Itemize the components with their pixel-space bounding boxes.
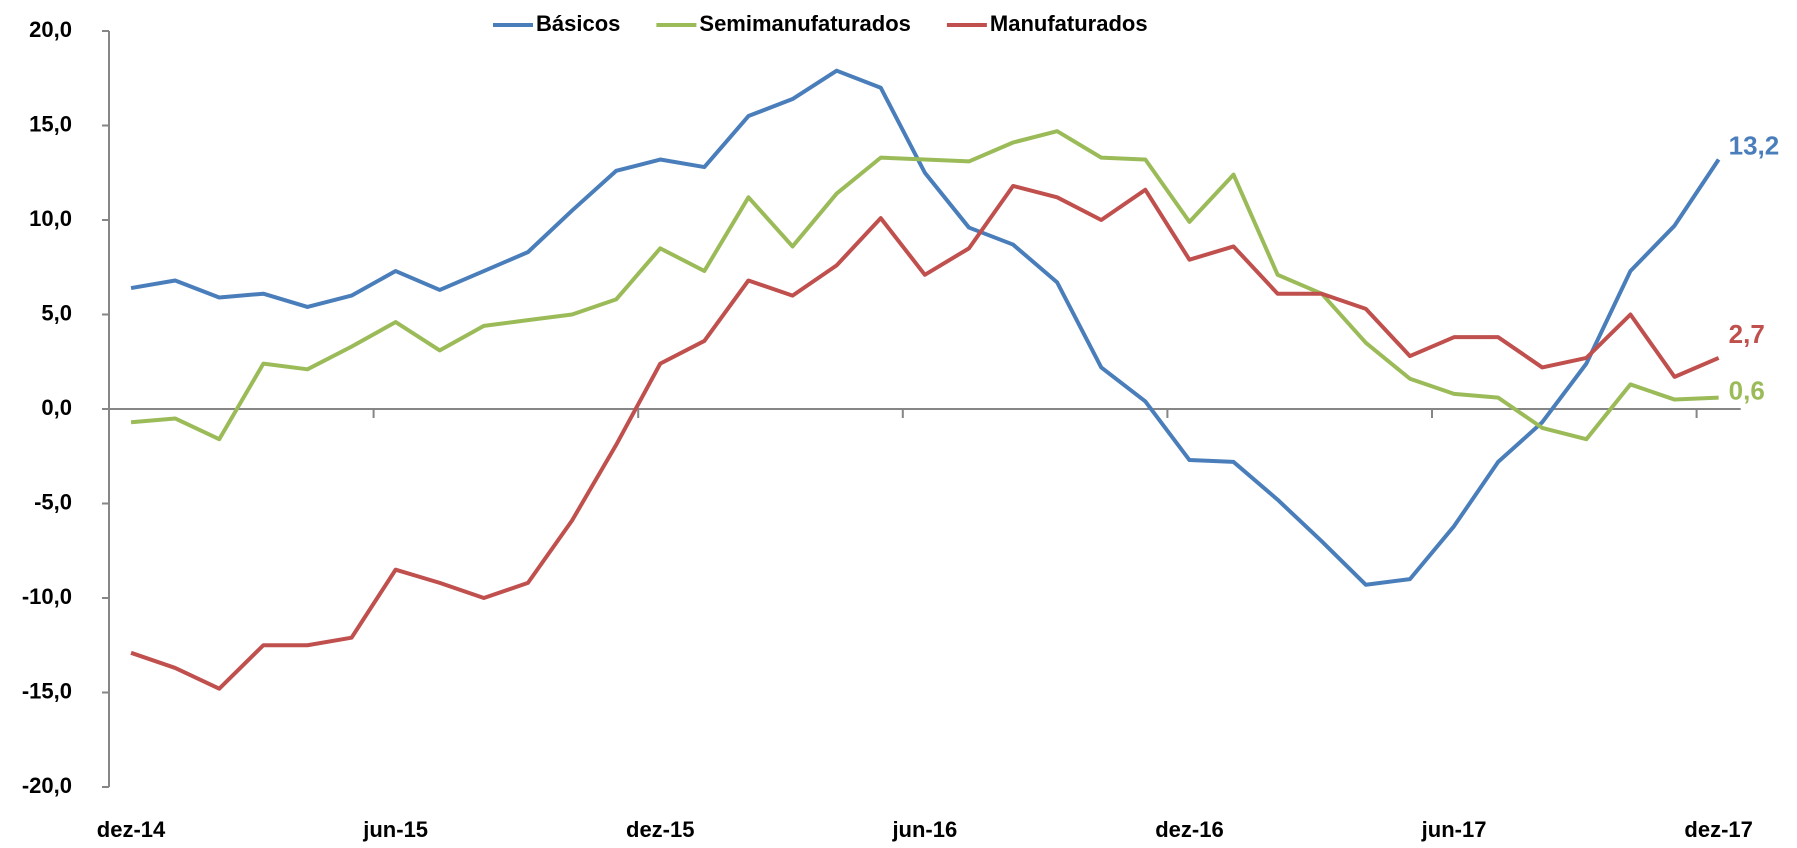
x-tick-label: dez-16 — [1155, 817, 1223, 842]
y-tick-label: -20,0 — [22, 773, 72, 798]
y-tick-label: 5,0 — [41, 300, 72, 325]
series-line — [130, 183, 1720, 691]
x-tick-label: jun-17 — [1421, 817, 1487, 842]
x-tick-label: jun-16 — [891, 817, 957, 842]
legend-label: Manufaturados — [990, 11, 1148, 36]
y-tick-label: -10,0 — [22, 584, 72, 609]
x-tick-label: dez-15 — [626, 817, 694, 842]
y-tick-label: 20,0 — [29, 17, 72, 42]
legend-label: Básicos — [536, 11, 620, 36]
legend-label: Semimanufaturados — [699, 11, 911, 36]
data-label: 2,7 — [1729, 319, 1765, 349]
y-tick-label: -15,0 — [22, 678, 72, 703]
series-line — [130, 68, 1721, 587]
y-tick-label: 15,0 — [29, 111, 72, 136]
data-label: 13,2 — [1729, 130, 1780, 160]
series-line — [130, 129, 1719, 442]
y-tick-label: 0,0 — [41, 395, 72, 420]
x-tick-label: dez-17 — [1684, 817, 1752, 842]
y-tick-label: 10,0 — [29, 206, 72, 231]
data-label: 0,6 — [1729, 376, 1765, 406]
y-tick-label: -5,0 — [34, 489, 72, 514]
x-tick-label: jun-15 — [362, 817, 428, 842]
x-tick-label: dez-14 — [97, 817, 166, 842]
